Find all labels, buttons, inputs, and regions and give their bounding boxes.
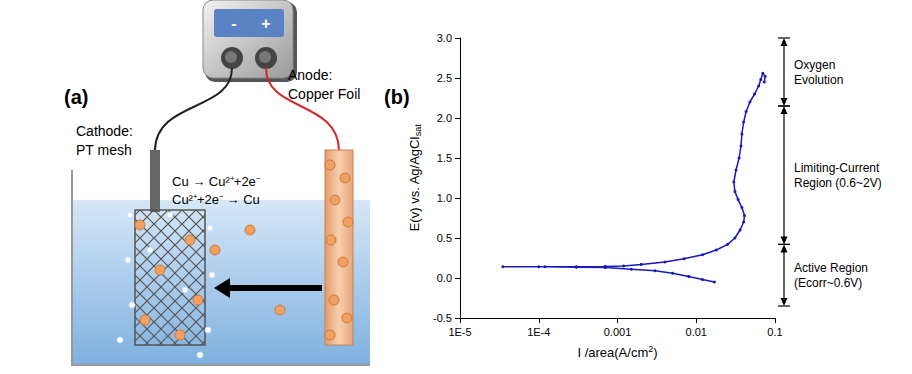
html-text:(a): (a) bbox=[64, 86, 89, 108]
svg-text:0.01: 0.01 bbox=[686, 326, 707, 338]
svg-text:0.0: 0.0 bbox=[437, 272, 452, 284]
svg-text:0.001: 0.001 bbox=[604, 326, 632, 338]
svg-text:Cu²⁺+2e⁻ → Cu: Cu²⁺+2e⁻ → Cu bbox=[172, 192, 260, 207]
svg-text:0.1: 0.1 bbox=[767, 326, 782, 338]
svg-text:sat: sat bbox=[413, 124, 423, 137]
svg-text:Cu → Cu²⁺+2e⁻: Cu → Cu²⁺+2e⁻ bbox=[172, 174, 260, 189]
svg-text:Active Region: Active Region bbox=[794, 261, 868, 275]
svg-text:Copper Foil: Copper Foil bbox=[288, 86, 360, 102]
svg-text:2.0: 2.0 bbox=[437, 112, 452, 124]
svg-text:2.5: 2.5 bbox=[437, 72, 452, 84]
svg-text:-0.5: -0.5 bbox=[433, 312, 452, 324]
svg-text:Limiting-Current: Limiting-Current bbox=[794, 161, 880, 175]
svg-text:0.5: 0.5 bbox=[437, 232, 452, 244]
svg-text:Anode:: Anode: bbox=[288, 67, 332, 83]
svg-text:E(v) vs. Ag/AgCl: E(v) vs. Ag/AgCl bbox=[407, 137, 422, 232]
svg-text:Region (0.6~2V): Region (0.6~2V) bbox=[794, 176, 882, 190]
svg-text:1E-4: 1E-4 bbox=[527, 326, 550, 338]
svg-text:2: 2 bbox=[648, 343, 654, 354]
svg-text:I /area(A/cm: I /area(A/cm bbox=[577, 345, 648, 360]
svg-text:3.0: 3.0 bbox=[437, 32, 452, 44]
svg-text:-: - bbox=[231, 15, 236, 32]
html-text:(b): (b) bbox=[384, 86, 410, 108]
svg-text:PT mesh: PT mesh bbox=[76, 142, 132, 158]
svg-text:Cathode:: Cathode: bbox=[76, 123, 133, 139]
svg-text:Evolution: Evolution bbox=[794, 73, 843, 87]
svg-text:): ) bbox=[653, 345, 657, 360]
svg-text:(Ecorr~0.6V): (Ecorr~0.6V) bbox=[794, 276, 862, 290]
svg-text:1E-5: 1E-5 bbox=[448, 326, 471, 338]
svg-text:+: + bbox=[261, 15, 270, 32]
svg-text:Oxygen: Oxygen bbox=[794, 58, 835, 72]
svg-text:1.0: 1.0 bbox=[437, 192, 452, 204]
svg-text:1.5: 1.5 bbox=[437, 152, 452, 164]
